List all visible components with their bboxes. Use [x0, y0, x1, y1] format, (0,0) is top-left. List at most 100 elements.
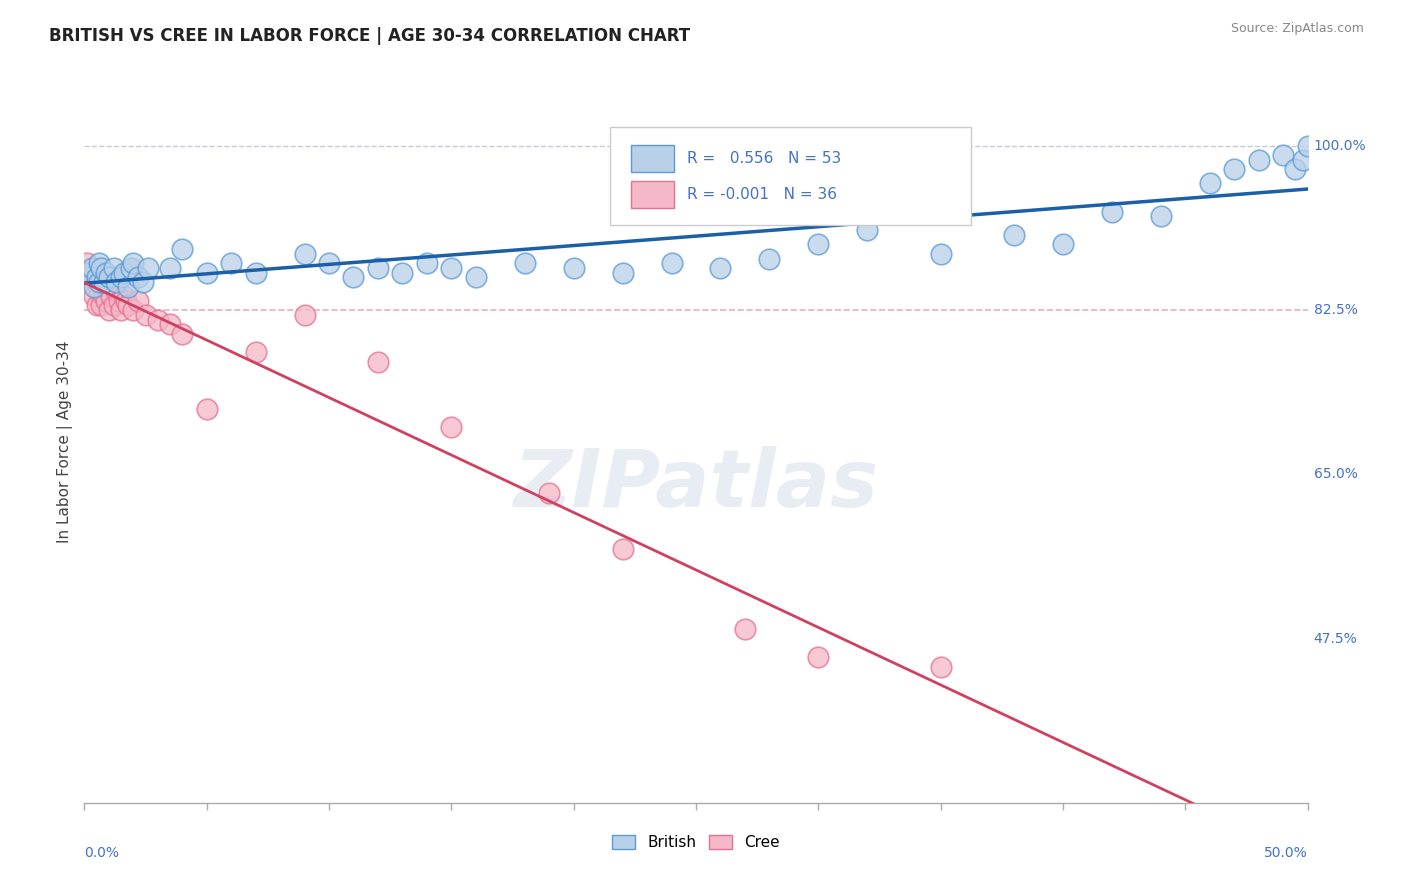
- Point: [929, 659, 952, 673]
- Point: [807, 237, 830, 252]
- Point: [110, 270, 132, 285]
- Point: [159, 318, 181, 332]
- Point: [245, 345, 267, 359]
- Point: [103, 260, 125, 275]
- Text: 47.5%: 47.5%: [1313, 632, 1357, 646]
- Point: [77, 266, 100, 280]
- Point: [367, 260, 389, 275]
- Point: [367, 355, 389, 369]
- Point: [807, 650, 830, 665]
- Bar: [631, 181, 673, 208]
- Point: [135, 308, 157, 322]
- Point: [83, 289, 105, 303]
- Point: [538, 486, 561, 500]
- Text: ZIPatlas: ZIPatlas: [513, 446, 879, 524]
- Point: [1052, 237, 1074, 252]
- Point: [96, 293, 118, 308]
- Point: [1296, 139, 1319, 153]
- Point: [612, 266, 634, 280]
- Point: [76, 256, 98, 270]
- Point: [758, 252, 780, 266]
- Point: [90, 260, 112, 275]
- Point: [734, 622, 756, 636]
- Point: [105, 285, 128, 299]
- Point: [105, 275, 128, 289]
- Point: [195, 401, 218, 416]
- Point: [1284, 162, 1306, 177]
- Point: [77, 270, 100, 285]
- Point: [440, 260, 463, 275]
- Point: [1002, 228, 1025, 243]
- Point: [1247, 153, 1270, 167]
- Point: [112, 289, 135, 303]
- Point: [132, 275, 155, 289]
- Text: R = -0.001   N = 36: R = -0.001 N = 36: [688, 187, 838, 202]
- Point: [122, 303, 145, 318]
- Point: [294, 308, 316, 322]
- Point: [83, 279, 105, 293]
- Point: [87, 285, 110, 299]
- Point: [1101, 204, 1123, 219]
- Point: [96, 266, 118, 280]
- Legend: British, Cree: British, Cree: [606, 830, 786, 856]
- Point: [1150, 210, 1173, 224]
- Text: 100.0%: 100.0%: [1313, 139, 1367, 153]
- Point: [159, 260, 181, 275]
- Point: [122, 256, 145, 270]
- Point: [562, 260, 585, 275]
- Point: [117, 298, 139, 312]
- Point: [342, 270, 364, 285]
- Point: [107, 293, 129, 308]
- Point: [1198, 177, 1220, 191]
- Point: [318, 256, 340, 270]
- Point: [136, 260, 159, 275]
- Point: [117, 279, 139, 293]
- Point: [127, 293, 149, 308]
- Point: [97, 270, 120, 285]
- Point: [87, 275, 110, 289]
- Point: [93, 275, 115, 289]
- Point: [1223, 162, 1246, 177]
- Point: [172, 326, 194, 341]
- Point: [612, 542, 634, 557]
- Text: BRITISH VS CREE IN LABOR FORCE | AGE 30-34 CORRELATION CHART: BRITISH VS CREE IN LABOR FORCE | AGE 30-…: [49, 27, 690, 45]
- Point: [80, 260, 103, 275]
- Point: [294, 247, 316, 261]
- Point: [146, 312, 169, 326]
- FancyBboxPatch shape: [610, 128, 972, 225]
- Point: [1292, 153, 1315, 167]
- Point: [245, 266, 267, 280]
- Text: Source: ZipAtlas.com: Source: ZipAtlas.com: [1230, 22, 1364, 36]
- Point: [391, 266, 413, 280]
- Point: [90, 298, 112, 312]
- Point: [219, 256, 242, 270]
- Point: [1272, 148, 1295, 162]
- Point: [87, 256, 110, 270]
- Point: [97, 303, 120, 318]
- Point: [127, 270, 149, 285]
- Point: [86, 270, 108, 285]
- Point: [93, 289, 115, 303]
- Point: [440, 420, 463, 434]
- Point: [115, 293, 138, 308]
- Point: [929, 247, 952, 261]
- Point: [80, 275, 103, 289]
- Point: [86, 275, 108, 289]
- Y-axis label: In Labor Force | Age 30-34: In Labor Force | Age 30-34: [58, 340, 73, 543]
- Point: [709, 260, 731, 275]
- Point: [416, 256, 439, 270]
- Text: R =   0.556   N = 53: R = 0.556 N = 53: [688, 151, 842, 166]
- Point: [172, 242, 194, 256]
- Point: [86, 298, 108, 312]
- Point: [513, 256, 536, 270]
- Point: [93, 275, 115, 289]
- Text: 0.0%: 0.0%: [84, 847, 120, 860]
- Text: 82.5%: 82.5%: [1313, 303, 1358, 318]
- Point: [856, 223, 879, 237]
- Text: 65.0%: 65.0%: [1313, 467, 1358, 482]
- Point: [120, 260, 142, 275]
- Point: [464, 270, 486, 285]
- Point: [110, 303, 132, 318]
- Point: [195, 266, 218, 280]
- Point: [103, 298, 125, 312]
